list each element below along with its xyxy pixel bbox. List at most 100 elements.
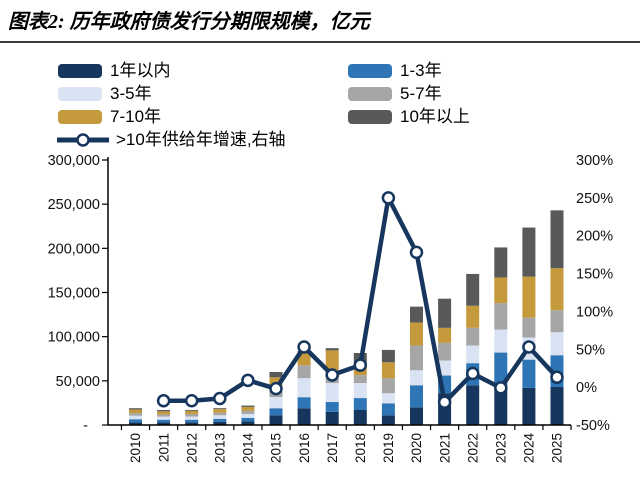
- legend-swatch-over-10yr: [348, 110, 392, 124]
- bar-segment: [213, 418, 227, 422]
- bar-segment: [466, 273, 480, 306]
- bar-segment: [157, 419, 171, 423]
- x-tick-label: 2016: [297, 433, 312, 463]
- growth-line-marker: [550, 370, 564, 385]
- x-tick-label: 2017: [325, 433, 340, 463]
- bar-segment: [381, 378, 395, 394]
- legend-label-3-5yr: 3-5年: [110, 84, 152, 103]
- x-tick-label: 2024: [522, 433, 537, 464]
- y-left-tick-label: -: [83, 418, 88, 434]
- chart-title: 图表2: 历年政府债发行分期限规模，亿元: [8, 11, 370, 33]
- x-tick-label: 2020: [409, 433, 424, 463]
- legend-item-growth-line: >10年供给年增速,右轴: [56, 131, 286, 149]
- bar-segment: [241, 405, 255, 407]
- x-tick-label: 2022: [465, 433, 480, 463]
- y-right-tick-label: 100%: [576, 304, 613, 320]
- growth-line-marker: [325, 368, 339, 382]
- bar-segment: [522, 276, 536, 318]
- bar-segment: [410, 322, 423, 346]
- y-left-tick-label: 150,000: [48, 286, 100, 302]
- bar-segment: [410, 345, 423, 371]
- growth-line-marker: [381, 191, 396, 205]
- bar-segment: [550, 387, 564, 425]
- bar-segment: [494, 387, 508, 425]
- bar-segment: [297, 378, 311, 398]
- growth-line-marker: [269, 381, 283, 396]
- y-right-tick-label: 0%: [576, 380, 597, 396]
- bar-segment: [438, 342, 452, 361]
- bar-segment: [157, 409, 171, 412]
- growth-line-marker: [437, 395, 452, 410]
- growth-line-marker: [297, 340, 311, 354]
- bar-segment: [129, 419, 142, 423]
- bar-segment: [213, 415, 227, 419]
- bar-segment: [157, 422, 171, 425]
- bar-segment: [494, 303, 508, 330]
- bar-segment: [129, 408, 142, 410]
- y-left-tick-label: 50,000: [56, 374, 100, 390]
- bar-segment: [466, 305, 480, 328]
- bar-segment: [325, 350, 339, 371]
- y-right-tick-label: 50%: [576, 342, 605, 358]
- bar-segment: [185, 409, 199, 411]
- legend-item-3-5yr: 3-5年: [58, 85, 152, 103]
- bar-segment: [550, 210, 564, 269]
- bar-segment: [241, 406, 255, 411]
- bar-segment: [466, 327, 480, 346]
- bar-segment: [129, 413, 142, 416]
- growth-line-marker: [213, 391, 227, 406]
- legend-item-5-7yr: 5-7年: [348, 85, 442, 103]
- bar-segment: [466, 385, 480, 425]
- bar-segment: [494, 352, 508, 388]
- bar-segment: [213, 412, 227, 416]
- bar-segment: [269, 408, 283, 416]
- growth-line-marker: [241, 373, 255, 388]
- bar-segment: [213, 409, 227, 413]
- bar-segment: [241, 413, 255, 418]
- bar-segment: [550, 268, 564, 311]
- x-tick-label: 2021: [437, 433, 452, 463]
- y-right-tick-label: 250%: [576, 191, 613, 207]
- bar-segment: [297, 408, 311, 425]
- bar-segment: [213, 421, 227, 425]
- y-right-tick-label: 150%: [576, 267, 613, 283]
- bar-segment: [157, 411, 171, 415]
- x-tick-label: 2025: [550, 433, 565, 463]
- bar-segment: [185, 410, 199, 414]
- x-tick-label: 2023: [494, 433, 509, 463]
- legend-label-7-10yr: 7-10年: [110, 107, 162, 126]
- x-tick-label: 2010: [128, 433, 143, 463]
- bar-segment: [269, 372, 283, 378]
- x-tick-label: 2014: [241, 433, 256, 464]
- bar-segment: [185, 416, 199, 420]
- bar-segment: [381, 349, 395, 363]
- bar-segment: [494, 329, 508, 353]
- x-tick-label: 2019: [381, 433, 396, 463]
- bar-segment: [325, 383, 339, 403]
- legend-swatch-5-7yr: [348, 87, 392, 101]
- bar-segment: [129, 409, 142, 414]
- legend-swatch-7-10yr: [58, 110, 102, 124]
- legend-item-7-10yr: 7-10年: [58, 108, 161, 126]
- bar-segment: [438, 298, 452, 328]
- bar-segment: [381, 393, 395, 404]
- bar-segment: [129, 415, 142, 420]
- y-right-tick-label: -50%: [576, 418, 610, 434]
- bar-segment: [241, 417, 255, 422]
- bar-segment: [381, 415, 395, 425]
- bar-segment: [269, 415, 283, 425]
- bar-segment: [157, 414, 171, 417]
- bar-segment: [494, 277, 508, 304]
- bar-segment: [522, 227, 536, 277]
- y-right-tick-label: 300%: [576, 153, 613, 169]
- bar-segment: [522, 317, 536, 338]
- growth-line-marker: [409, 245, 424, 260]
- legend-swatch-1-3yr: [348, 64, 392, 78]
- bar-segment: [522, 359, 536, 388]
- bar-segment: [381, 403, 395, 416]
- bar-segment: [410, 407, 423, 425]
- legend-item-1-3yr: 1-3年: [348, 62, 442, 80]
- x-tick-label: 2011: [156, 433, 171, 462]
- legend-label-over-10yr: 10年以上: [400, 107, 470, 126]
